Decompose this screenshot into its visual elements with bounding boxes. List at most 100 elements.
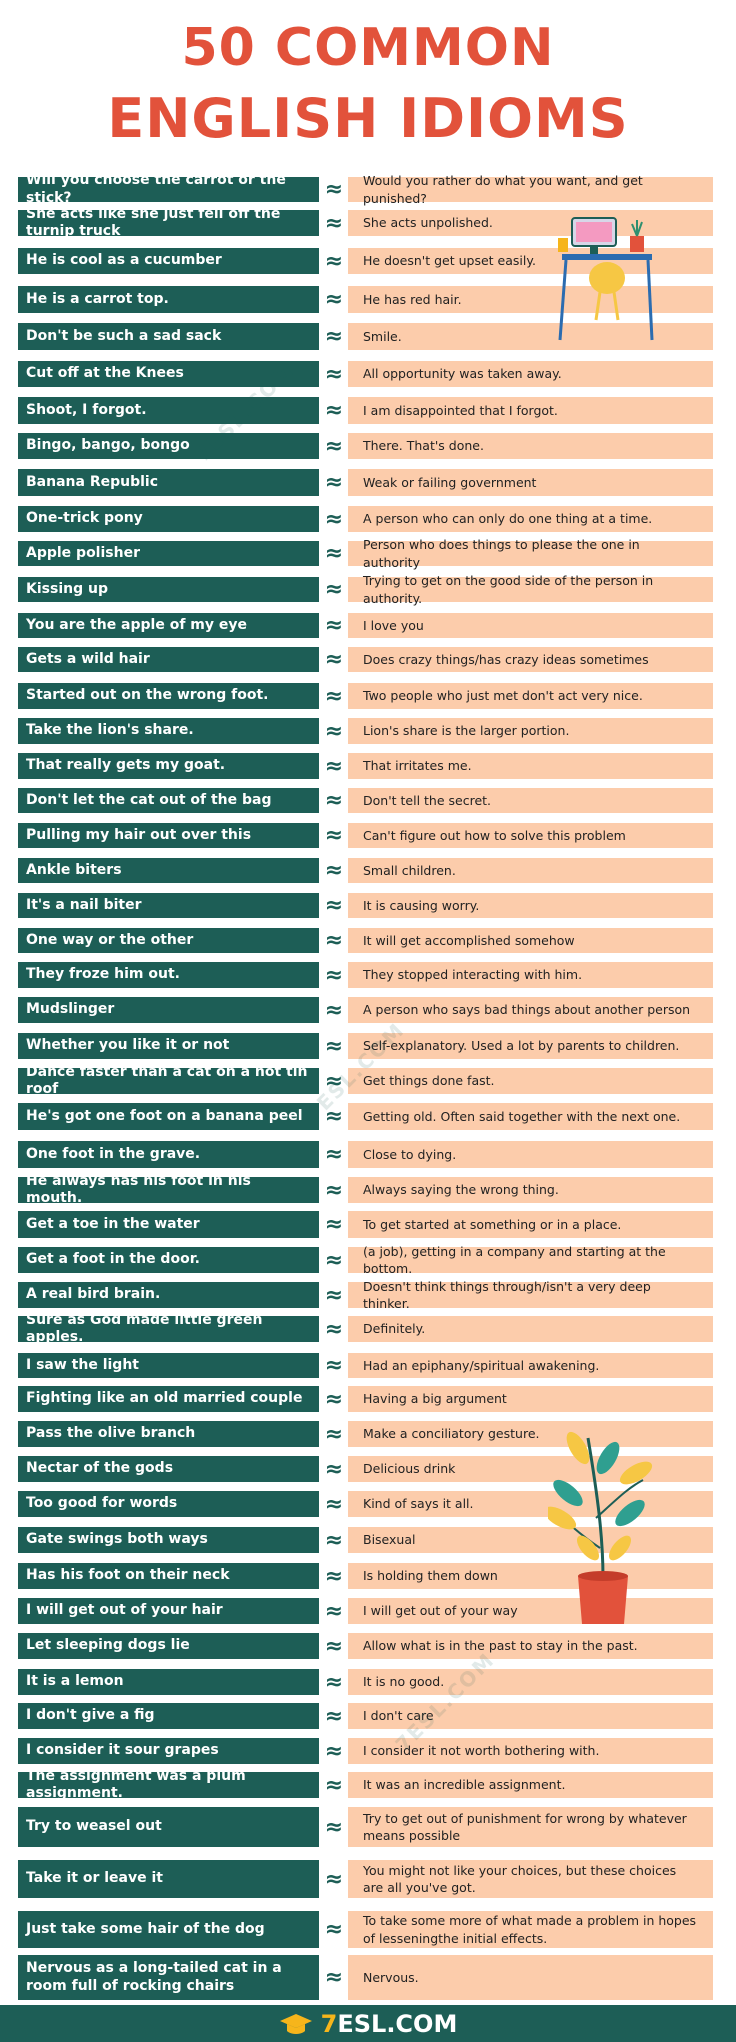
idiom-meaning: To get started at something or in a plac… (348, 1211, 713, 1238)
idiom-meaning: It is no good. (348, 1669, 713, 1695)
idiom-meaning: Trying to get on the good side of the pe… (348, 573, 713, 606)
idiom-row: Sure as God made little green apples. ≈ De… (0, 1312, 736, 1345)
idiom-text: Try to weasel out (18, 1807, 319, 1847)
idiom-text: The assignment was a plum assignment. (18, 1768, 319, 1801)
idiom-meaning: Weak or failing government (348, 469, 713, 496)
idiom-text: She acts like she just fell off the turn… (18, 206, 319, 239)
footer-bar: 7ESL.COM (0, 2005, 736, 2042)
idiom-row: I saw the light ≈ Had an epiphany/spiritua… (0, 1353, 736, 1378)
approx-equals-icon: ≈ (324, 1772, 344, 1798)
approx-equals-icon: ≈ (324, 788, 344, 813)
idiom-row: He always has his foot in his mouth. ≈ Alw… (0, 1173, 736, 1206)
idiom-row: Started out on the wrong foot. ≈ Two peopl… (0, 683, 736, 709)
idiom-text: They froze him out. (18, 962, 319, 988)
idiom-row: Get a toe in the water ≈ To get started at… (0, 1211, 736, 1238)
approx-equals-icon: ≈ (324, 1669, 344, 1695)
title-line-1: 50 COMMON (181, 18, 555, 78)
idiom-text: Banana Republic (18, 469, 319, 496)
idiom-meaning: It will get accomplished somehow (348, 928, 713, 953)
idiom-meaning: Person who does things to please the one… (348, 537, 713, 570)
approx-equals-icon: ≈ (324, 248, 344, 274)
idiom-text: Gate swings both ways (18, 1527, 319, 1553)
approx-equals-icon: ≈ (324, 1386, 344, 1412)
desk-illustration (558, 217, 654, 341)
idiom-meaning: A person who says bad things about anoth… (348, 997, 713, 1023)
approx-equals-icon: ≈ (324, 470, 344, 495)
approx-equals-icon: ≈ (324, 1965, 344, 1990)
idiom-row: Don't let the cat out of the bag ≈ Don't t… (0, 788, 736, 813)
idiom-text: Apple polisher (18, 541, 319, 566)
plant-illustration (548, 1431, 653, 1624)
idiom-meaning: Doesn't think things through/isn't a ver… (348, 1279, 713, 1311)
idiom-meaning: Nervous. (348, 1955, 713, 2000)
idiom-row: That really gets my goat. ≈ That irritates… (0, 753, 736, 779)
idiom-text: Too good for words (18, 1491, 319, 1517)
idiom-row: Ankle biters ≈ Small children. (0, 858, 736, 883)
approx-equals-icon: ≈ (324, 541, 344, 566)
idiom-row: The assignment was a plum assignment. ≈ It… (0, 1768, 736, 1801)
idiom-row: Mudslinger ≈ A person who says bad things … (0, 997, 736, 1023)
approx-equals-icon: ≈ (324, 997, 344, 1023)
approx-equals-icon: ≈ (324, 577, 344, 602)
approx-equals-icon: ≈ (324, 1247, 344, 1273)
idiom-row: He is cool as a cucumber ≈ He doesn't get … (0, 248, 736, 274)
idiom-meaning: Try to get out of punishment for wrong b… (348, 1807, 713, 1847)
idiom-text: He is cool as a cucumber (18, 248, 319, 274)
idiom-meaning: Self-explanatory. Used a lot by parents … (348, 1033, 713, 1059)
idiom-row: I consider it sour grapes ≈ I consider it … (0, 1738, 736, 1764)
idiom-meaning: All opportunity was taken away. (348, 361, 713, 387)
idiom-text: Sure as God made little green apples. (18, 1312, 319, 1345)
graduation-cap-icon (279, 2013, 312, 2034)
approx-equals-icon: ≈ (324, 613, 344, 638)
idiom-row: Get a foot in the door. ≈ (a job), getting… (0, 1244, 736, 1276)
idiom-row: One-trick pony ≈ A person who can only do … (0, 506, 736, 532)
idiom-meaning: Make a conciliatory gesture. (348, 1421, 713, 1447)
idiom-meaning: Close to dying. (348, 1141, 713, 1168)
idiom-meaning: Having a big argument (348, 1386, 713, 1412)
title-line-2: ENGLISH IDIOMS (107, 87, 629, 150)
idiom-row: It is a lemon ≈ It is no good. (0, 1669, 736, 1695)
approx-equals-icon: ≈ (324, 1068, 344, 1094)
idiom-text: Let sleeping dogs lie (18, 1633, 319, 1659)
approx-equals-icon: ≈ (324, 928, 344, 953)
approx-equals-icon: ≈ (324, 647, 344, 672)
idiom-meaning: That irritates me. (348, 753, 713, 779)
idiom-row: It's a nail biter ≈ It is causing worry. (0, 893, 736, 918)
idiom-meaning: Can't figure out how to solve this probl… (348, 823, 713, 848)
approx-equals-icon: ≈ (324, 1563, 344, 1589)
approx-equals-icon: ≈ (324, 1421, 344, 1447)
idiom-meaning: I love you (348, 613, 713, 638)
idiom-text: Pulling my hair out over this (18, 823, 319, 848)
idiom-text: Don't let the cat out of the bag (18, 788, 319, 813)
approx-equals-icon: ≈ (324, 1456, 344, 1482)
idiom-meaning: Get things done fast. (348, 1068, 713, 1094)
approx-equals-icon: ≈ (324, 1527, 344, 1553)
idiom-text: Nervous as a long-tailed cat in a room f… (18, 1955, 319, 2000)
idiom-row: A real bird brain. ≈ Doesn't think things … (0, 1279, 736, 1311)
approx-equals-icon: ≈ (324, 1738, 344, 1764)
idiom-meaning: It was an incredible assignment. (348, 1772, 713, 1798)
idiom-text: A real bird brain. (18, 1282, 319, 1308)
idiom-text: I will get out of your hair (18, 1598, 319, 1624)
idiom-row: Will you choose the carrot or the stick?… (0, 172, 736, 206)
idiom-text: It is a lemon (18, 1669, 319, 1695)
brand-logo[interactable]: 7ESL.COM (279, 2010, 457, 2038)
approx-equals-icon: ≈ (324, 433, 344, 459)
idiom-meaning: Is holding them down (348, 1563, 713, 1589)
idiom-text: I saw the light (18, 1353, 319, 1378)
idiom-meaning: Bisexual (348, 1527, 713, 1553)
idiom-row: I will get out of your hair ≈ I will get o… (0, 1598, 736, 1624)
approx-equals-icon: ≈ (324, 1491, 344, 1517)
idiom-meaning: There. That's done. (348, 433, 713, 459)
idiom-text: Bingo, bango, bongo (18, 433, 319, 459)
approx-equals-icon: ≈ (324, 1866, 344, 1892)
approx-equals-icon: ≈ (324, 1633, 344, 1659)
idiom-text: Just take some hair of the dog (18, 1911, 319, 1948)
idiom-meaning: Lion's share is the larger portion. (348, 718, 713, 744)
idiom-row: Let sleeping dogs lie ≈ Allow what is in t… (0, 1633, 736, 1659)
idiom-text: One foot in the grave. (18, 1141, 319, 1168)
idiom-meaning: Small children. (348, 858, 713, 883)
approx-equals-icon: ≈ (324, 210, 344, 236)
approx-equals-icon: ≈ (324, 962, 344, 988)
